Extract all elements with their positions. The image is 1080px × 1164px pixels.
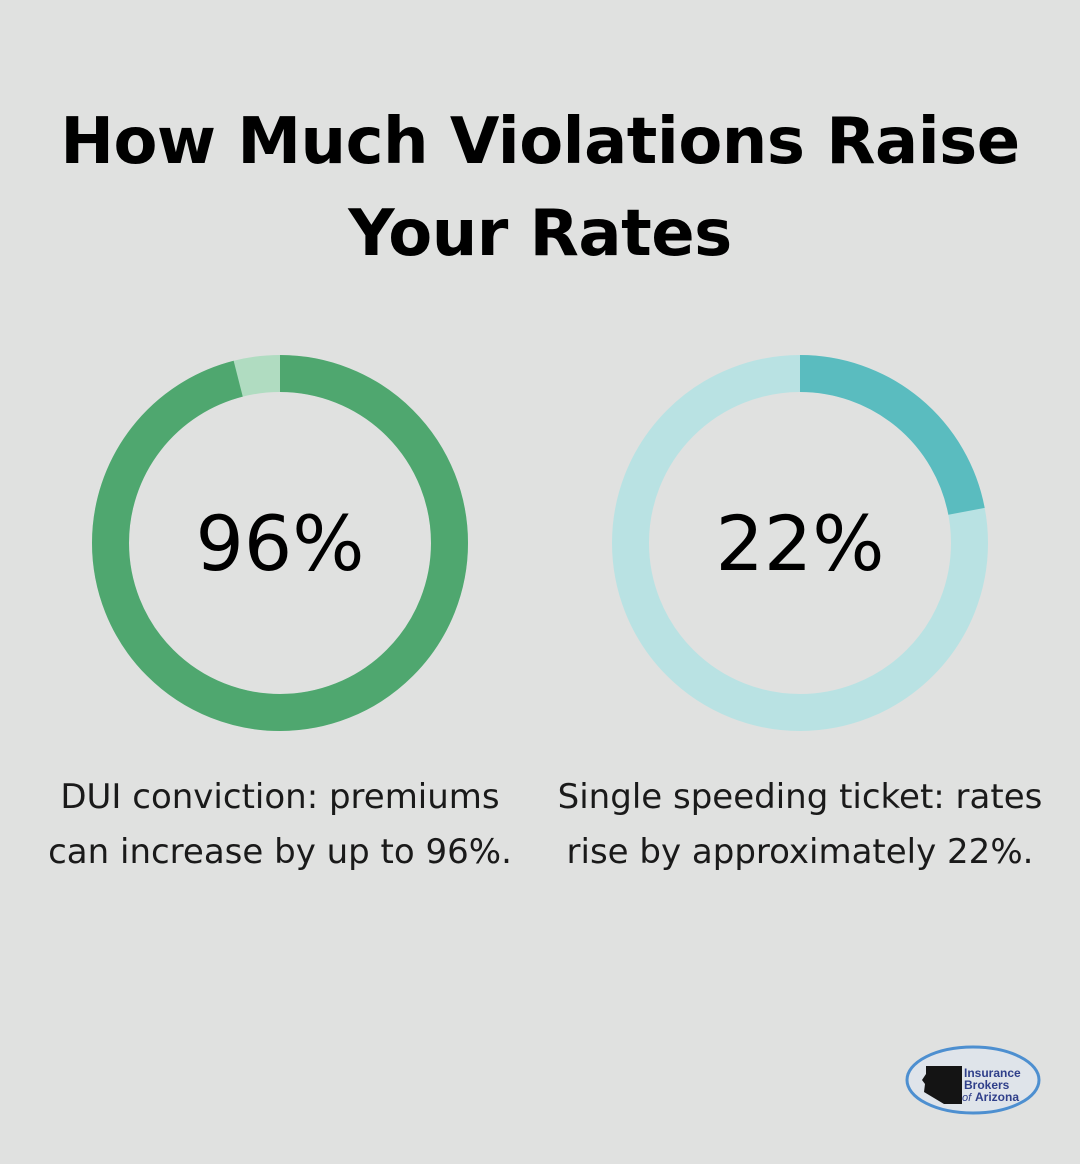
- svg-text:Insurance: Insurance: [964, 1066, 1021, 1080]
- svg-text:Brokers: Brokers: [964, 1078, 1010, 1092]
- donut-chart-dui: 96%: [92, 355, 468, 731]
- value-label-speeding: 22%: [715, 498, 885, 588]
- donut-ring-speeding: [612, 355, 988, 731]
- arizona-map-icon: [922, 1066, 962, 1104]
- donut-ring-dui: [92, 355, 468, 731]
- caption-dui: DUI conviction: premiums can increase by…: [48, 777, 512, 872]
- donut-chart-speeding: 22%: [612, 355, 988, 731]
- value-label-dui: 96%: [195, 498, 365, 588]
- logo-graphic: Insurance Brokers of Arizona: [905, 1045, 1041, 1115]
- page-title: How Much Violations Raise Your Rates: [60, 105, 1020, 271]
- svg-text:Arizona: Arizona: [975, 1090, 1019, 1104]
- caption-speeding: Single speeding ticket: rates rise by ap…: [557, 777, 1043, 872]
- svg-text:of: of: [962, 1092, 972, 1104]
- company-logo: Insurance Brokers of Arizona: [904, 1044, 1042, 1116]
